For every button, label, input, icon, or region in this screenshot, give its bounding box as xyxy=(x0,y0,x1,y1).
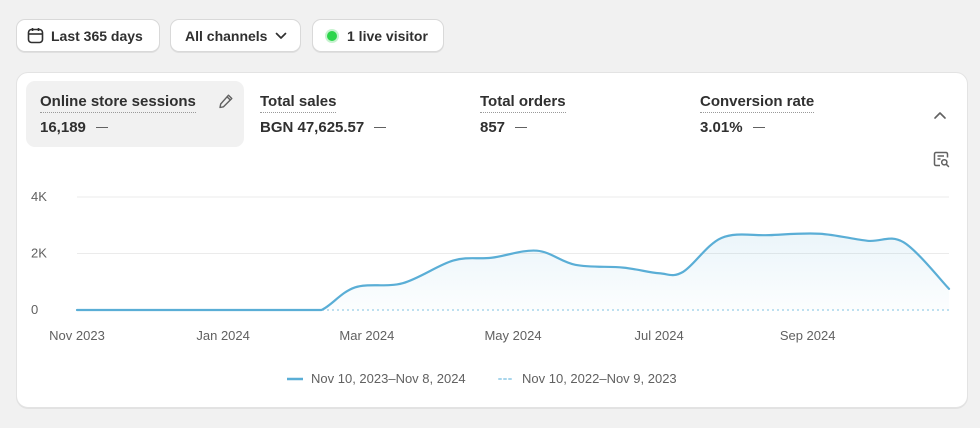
legend-swatch-dotted xyxy=(498,377,514,380)
x-tick-label: Sep 2024 xyxy=(780,328,836,343)
metric-label: Online store sessions xyxy=(40,93,196,113)
series-line-current xyxy=(75,232,951,312)
chevron-up-icon[interactable] xyxy=(933,107,947,125)
y-tick-label: 0 xyxy=(31,302,38,317)
metric-conversion-rate[interactable]: Conversion rate 3.01% xyxy=(686,81,896,147)
metric-value: BGN 47,625.57 xyxy=(260,119,365,136)
legend-item-previous: Nov 10, 2022–Nov 9, 2023 xyxy=(498,371,677,386)
legend-swatch-solid xyxy=(287,377,303,380)
pencil-icon[interactable] xyxy=(218,93,234,114)
live-visitors-button[interactable]: 1 live visitor xyxy=(312,19,444,52)
metric-label: Conversion rate xyxy=(700,93,815,113)
metric-value: 857 xyxy=(480,119,506,136)
x-tick-label: Jul 2024 xyxy=(635,328,684,343)
metric-value: 3.01% xyxy=(700,119,743,136)
legend-item-current: Nov 10, 2023–Nov 8, 2024 xyxy=(287,371,466,386)
legend-label: Nov 10, 2022–Nov 9, 2023 xyxy=(522,371,677,386)
chart-search-icon[interactable] xyxy=(933,151,950,173)
metric-total-sales[interactable]: Total sales BGN 47,625.57 xyxy=(246,81,456,147)
x-tick-label: Mar 2024 xyxy=(339,328,394,343)
comparison-dash xyxy=(374,126,387,129)
comparison-dash xyxy=(752,126,765,129)
date-range-label: Last 365 days xyxy=(51,27,143,44)
live-visitors-label: 1 live visitor xyxy=(347,27,428,44)
date-range-button[interactable]: Last 365 days xyxy=(16,19,160,52)
live-dot-icon xyxy=(327,30,337,41)
comparison-dash xyxy=(515,126,528,129)
metric-online-store-sessions[interactable]: Online store sessions 16,189 xyxy=(26,81,244,147)
x-tick-label: Nov 2023 xyxy=(49,328,105,343)
metric-value: 16,189 xyxy=(40,119,86,136)
channels-label: All channels xyxy=(185,27,268,44)
comparison-dash xyxy=(95,126,108,129)
x-tick-label: May 2024 xyxy=(484,328,541,343)
calendar-icon xyxy=(27,27,44,44)
y-tick-label: 4K xyxy=(31,189,47,204)
chevron-down-icon xyxy=(275,32,287,40)
y-tick-label: 2K xyxy=(31,246,47,261)
sessions-chart: 4K 2K 0 Nov 2023 Jan 2024 Mar 2024 May 2024 Ju… xyxy=(31,189,951,343)
series-area-current xyxy=(77,233,949,310)
channels-dropdown[interactable]: All channels xyxy=(170,19,301,52)
analytics-card: Online store sessions 16,189 Total sales… xyxy=(16,72,968,408)
metric-label: Total orders xyxy=(480,93,566,113)
x-tick-label: Jan 2024 xyxy=(196,328,250,343)
metric-total-orders[interactable]: Total orders 857 xyxy=(466,81,676,147)
metric-label: Total sales xyxy=(260,93,337,113)
legend-label: Nov 10, 2023–Nov 8, 2024 xyxy=(311,371,466,386)
